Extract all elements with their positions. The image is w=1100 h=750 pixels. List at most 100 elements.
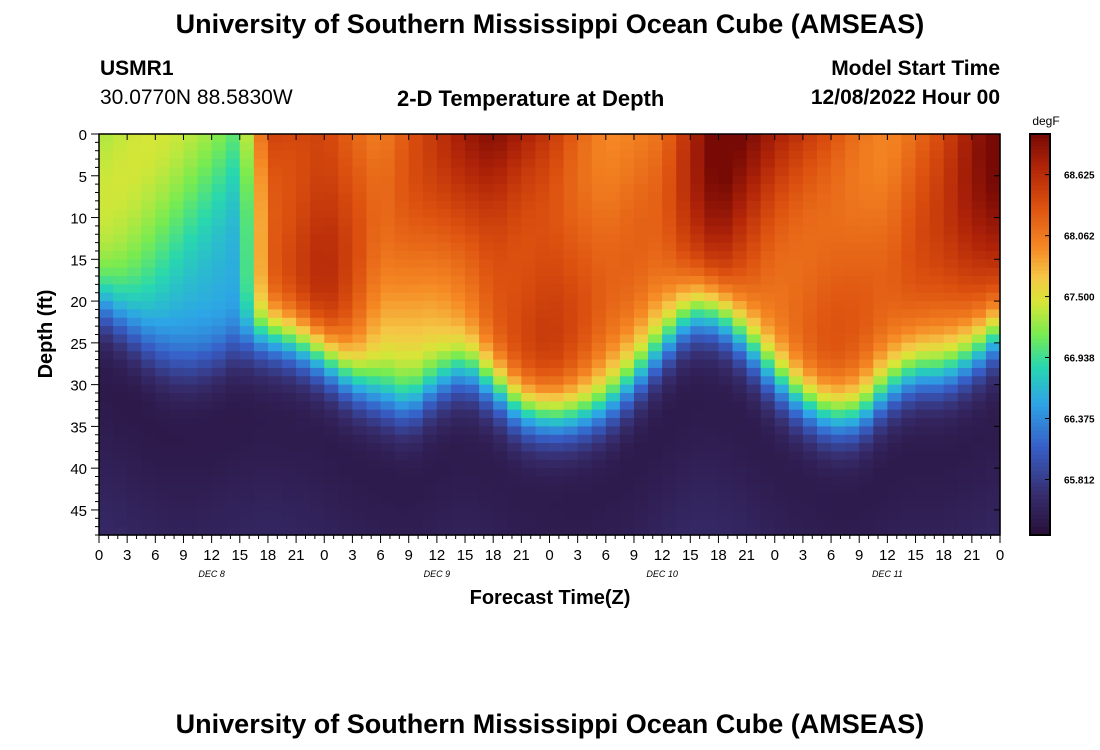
heatmap-cell: [535, 234, 551, 244]
heatmap-cell: [479, 159, 494, 169]
heatmap-cell: [155, 401, 170, 411]
heatmap-cell: [324, 426, 339, 436]
heatmap-cell: [324, 284, 339, 294]
heatmap-cell: [802, 518, 818, 528]
heatmap-cell: [338, 150, 354, 160]
heatmap-cell: [648, 175, 663, 185]
heatmap-cell: [732, 443, 748, 453]
heatmap-cell: [239, 367, 255, 377]
heatmap-cell: [282, 217, 297, 227]
heatmap-cell: [493, 167, 508, 177]
heatmap-cell: [662, 376, 677, 386]
heatmap-cell: [831, 468, 846, 478]
heatmap-cell: [704, 434, 720, 444]
heatmap-cell: [380, 518, 396, 528]
heatmap-cell: [507, 468, 522, 478]
heatmap-cell: [633, 509, 649, 519]
heatmap-cell: [831, 184, 846, 194]
heatmap-cell: [127, 259, 142, 269]
x-tick-label: 3: [573, 547, 581, 564]
heatmap-cell: [296, 468, 311, 478]
heatmap-cell: [957, 317, 973, 327]
heatmap-cell: [253, 259, 269, 269]
heatmap-cell: [436, 317, 452, 327]
heatmap-cell: [549, 192, 565, 202]
heatmap-cell: [887, 309, 903, 319]
heatmap-cell: [99, 209, 114, 219]
heatmap-cell: [718, 142, 734, 152]
heatmap-cell: [859, 217, 874, 227]
heatmap-cell: [605, 150, 621, 160]
heatmap-cell: [859, 209, 874, 219]
heatmap-cell: [971, 175, 987, 185]
heatmap-cell: [324, 225, 339, 235]
heatmap-cell: [239, 326, 255, 336]
heatmap-cell: [267, 359, 283, 369]
heatmap-cell: [239, 518, 255, 528]
heatmap-cell: [901, 401, 917, 411]
heatmap-cell: [760, 217, 776, 227]
heatmap-cell: [985, 526, 1001, 536]
heatmap-cell: [479, 367, 494, 377]
heatmap-cell: [380, 317, 396, 327]
heatmap-cell: [113, 209, 128, 219]
heatmap-cell: [296, 443, 311, 453]
heatmap-cell: [662, 443, 677, 453]
heatmap-cell: [859, 418, 874, 427]
heatmap-cell: [662, 292, 677, 302]
heatmap-cell: [929, 292, 945, 302]
heatmap-cell: [957, 468, 973, 478]
heatmap-cell: [422, 175, 438, 185]
heatmap-cell: [873, 267, 888, 277]
heatmap-cell: [99, 426, 114, 436]
heatmap-cell: [253, 159, 269, 169]
heatmap-cell: [648, 309, 663, 319]
heatmap-cell: [535, 200, 551, 210]
heatmap-cell: [366, 192, 382, 202]
heatmap-cell: [676, 376, 691, 386]
heatmap-cell: [183, 217, 199, 227]
heatmap-cell: [788, 242, 804, 252]
heatmap-cell: [267, 342, 283, 352]
heatmap-cell: [915, 317, 931, 327]
heatmap-cell: [465, 234, 480, 244]
heatmap-cell: [282, 501, 297, 511]
heatmap-cell: [549, 200, 565, 210]
heatmap-cell: [310, 434, 325, 444]
heatmap-cell: [408, 242, 424, 252]
heatmap-cell: [155, 359, 170, 369]
heatmap-cell: [296, 409, 311, 419]
heatmap-cell: [267, 509, 283, 519]
heatmap-cell: [662, 234, 677, 244]
heatmap-cell: [422, 234, 438, 244]
heatmap-cell: [901, 418, 917, 427]
heatmap-cell: [479, 184, 494, 194]
heatmap-cell: [239, 342, 255, 352]
heatmap-cell: [704, 284, 720, 294]
heatmap-cell: [380, 301, 396, 311]
heatmap-cell: [324, 209, 339, 219]
heatmap-cell: [183, 301, 199, 311]
heatmap-cell: [169, 184, 185, 194]
heatmap-cell: [141, 267, 156, 277]
heatmap-cell: [296, 384, 311, 394]
heatmap-cell: [113, 234, 128, 244]
heatmap-cell: [718, 493, 734, 503]
heatmap-cell: [746, 418, 762, 427]
heatmap-cell: [929, 459, 945, 469]
heatmap-cell: [802, 384, 818, 394]
heatmap-cell: [887, 342, 903, 352]
heatmap-cell: [619, 225, 635, 235]
heatmap-cell: [732, 217, 748, 227]
heatmap-cell: [577, 468, 593, 478]
heatmap-cell: [282, 367, 297, 377]
heatmap-cell: [169, 451, 185, 461]
heatmap-cell: [901, 167, 917, 177]
heatmap-cell: [282, 326, 297, 336]
heatmap-cell: [802, 484, 818, 494]
heatmap-cell: [887, 292, 903, 302]
heatmap-cell: [366, 351, 382, 361]
heatmap-cell: [845, 242, 860, 252]
heatmap-cell: [267, 276, 283, 285]
heatmap-cell: [915, 276, 931, 285]
